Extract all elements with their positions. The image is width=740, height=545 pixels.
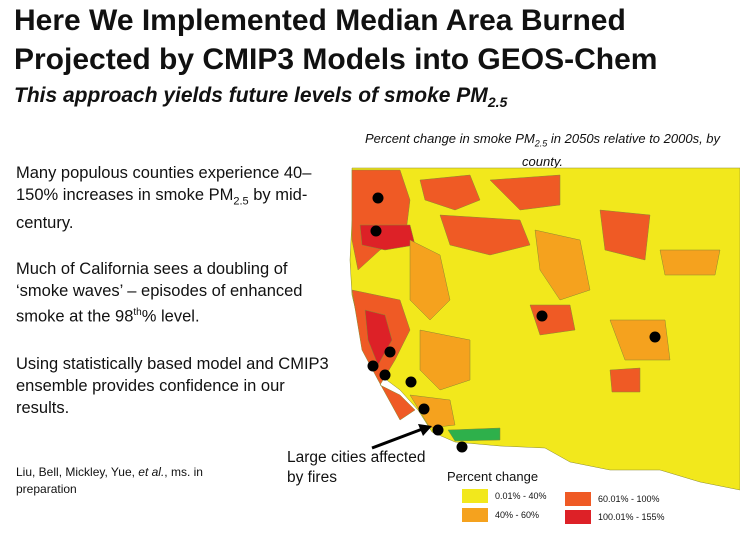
city-dot <box>379 369 391 381</box>
legend-title: Percent change <box>447 469 539 484</box>
map-title-text: Percent change in smoke PM <box>364 131 535 146</box>
slide-title-line-2: Projected by CMIP3 Models into GEOS-Chem <box>14 43 658 76</box>
county-region-high <box>419 174 481 211</box>
map-title-sub: 2.5 <box>534 138 548 149</box>
county-region-other <box>447 427 501 442</box>
city-dot <box>405 376 417 388</box>
map-title: Percent change in smoke PM2.5 in 2050s r… <box>350 130 735 170</box>
callout-arrowhead <box>418 424 432 436</box>
city-dot <box>384 346 396 358</box>
city-dot <box>418 403 430 415</box>
subtitle-subscript: 2.5 <box>487 94 508 111</box>
p2-text: Much of California sees a doubling of ‘s… <box>16 260 303 326</box>
city-dot <box>367 360 379 372</box>
legend-item: 0.01% - 40% <box>462 489 547 503</box>
legend-item: 100.01% - 155% <box>565 510 665 524</box>
legend-swatch <box>462 508 488 522</box>
subtitle-text: This approach yields future levels of sm… <box>14 84 488 107</box>
county-region-mid <box>659 249 721 276</box>
county-region-mid <box>419 329 471 391</box>
paragraph-confidence: Using statistically based model and CMIP… <box>16 355 329 417</box>
county-region-high <box>609 367 641 393</box>
legend-swatch <box>565 510 591 524</box>
legend-label: 60.01% - 100% <box>598 494 660 504</box>
county-region-high <box>439 214 531 256</box>
city-dot <box>649 331 661 343</box>
county-region-top <box>359 224 416 251</box>
legend-swatch <box>565 492 591 506</box>
city-dot <box>432 424 444 436</box>
map-callout: Large cities affected by fires <box>287 449 426 486</box>
slide-subtitle: This approach yields future levels of sm… <box>14 84 507 110</box>
legend-swatch <box>462 489 488 503</box>
legend-item: 40% - 60% <box>462 508 539 522</box>
city-dot <box>372 192 384 204</box>
callout-arrow <box>371 426 426 450</box>
paragraph-increase: Many populous counties experience 40–150… <box>16 162 336 234</box>
county-region-mid <box>609 319 671 361</box>
citation-authors: Liu, Bell, Mickley, Yue, <box>16 465 139 479</box>
p2-text-end: % level. <box>141 307 200 326</box>
legend-label: 40% - 60% <box>495 510 540 520</box>
p1-sub: 2.5 <box>233 195 249 208</box>
citation-etal: et al. <box>138 465 165 479</box>
county-region-high <box>599 209 651 261</box>
map-title-end: in 2050s relative to 2000s, by county. <box>522 131 721 169</box>
slide-title-line-1: Here We Implemented Median Area Burned <box>14 4 626 37</box>
city-dot <box>456 441 468 453</box>
county-region-high <box>489 174 561 211</box>
county-region-mid <box>409 394 456 429</box>
city-dot <box>370 225 382 237</box>
county-region-mid <box>534 229 591 301</box>
p1-text: Many populous counties experience 40–150… <box>16 164 312 204</box>
legend-item: 60.01% - 100% <box>565 492 660 506</box>
citation: Liu, Bell, Mickley, Yue, et al., ms. in … <box>16 464 246 498</box>
p1-text-end: by mid-century. <box>16 186 308 233</box>
city-dot <box>536 310 548 322</box>
legend-label: 100.01% - 155% <box>598 512 665 522</box>
county-region-mid <box>409 239 451 321</box>
legend-label: 0.01% - 40% <box>495 491 547 501</box>
paragraph-california: Much of California sees a doubling of ‘s… <box>16 258 336 328</box>
p2-sup: th <box>133 307 142 318</box>
citation-status: , ms. in preparation <box>16 465 203 496</box>
